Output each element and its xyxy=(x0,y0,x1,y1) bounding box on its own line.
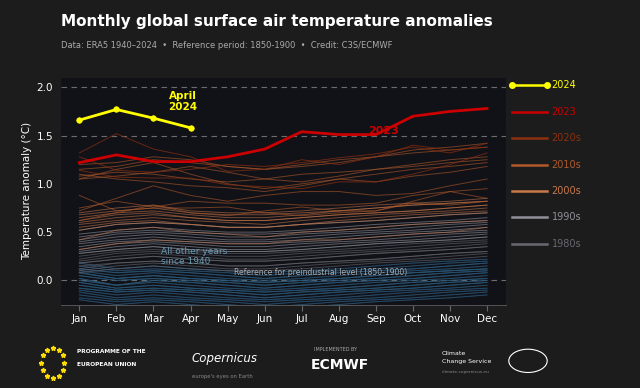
Text: IMPLEMENTED BY: IMPLEMENTED BY xyxy=(314,347,356,352)
Text: Change Service: Change Service xyxy=(442,359,491,364)
Text: 2023: 2023 xyxy=(552,107,577,117)
Text: europe's eyes on Earth: europe's eyes on Earth xyxy=(192,374,253,379)
Text: 1980s: 1980s xyxy=(552,239,581,249)
Text: Climate: Climate xyxy=(442,351,466,355)
Text: 2023: 2023 xyxy=(369,126,399,136)
Text: PROGRAMME OF THE: PROGRAMME OF THE xyxy=(77,349,145,353)
Text: 2000s: 2000s xyxy=(552,186,581,196)
Text: All other years
since 1940: All other years since 1940 xyxy=(161,246,227,266)
Text: Monthly global surface air temperature anomalies: Monthly global surface air temperature a… xyxy=(61,14,493,29)
Text: Copernicus: Copernicus xyxy=(192,352,258,365)
Y-axis label: Temperature anomaly (°C): Temperature anomaly (°C) xyxy=(22,122,33,260)
Text: April
2024: April 2024 xyxy=(168,91,198,113)
Text: 1990s: 1990s xyxy=(552,212,581,222)
Text: ECMWF: ECMWF xyxy=(310,358,369,372)
Text: EUROPEAN UNION: EUROPEAN UNION xyxy=(77,362,136,367)
Text: 2010s: 2010s xyxy=(552,159,581,170)
Text: 2020s: 2020s xyxy=(552,133,582,143)
Text: Data: ERA5 1940–2024  •  Reference period: 1850-1900  •  Credit: C3S/ECMWF: Data: ERA5 1940–2024 • Reference period:… xyxy=(61,41,392,50)
Text: Reference for preindustrial level (1850-1900): Reference for preindustrial level (1850-… xyxy=(234,268,407,277)
Text: climate.copernicus.eu: climate.copernicus.eu xyxy=(442,371,490,374)
Text: 2024: 2024 xyxy=(552,80,577,90)
